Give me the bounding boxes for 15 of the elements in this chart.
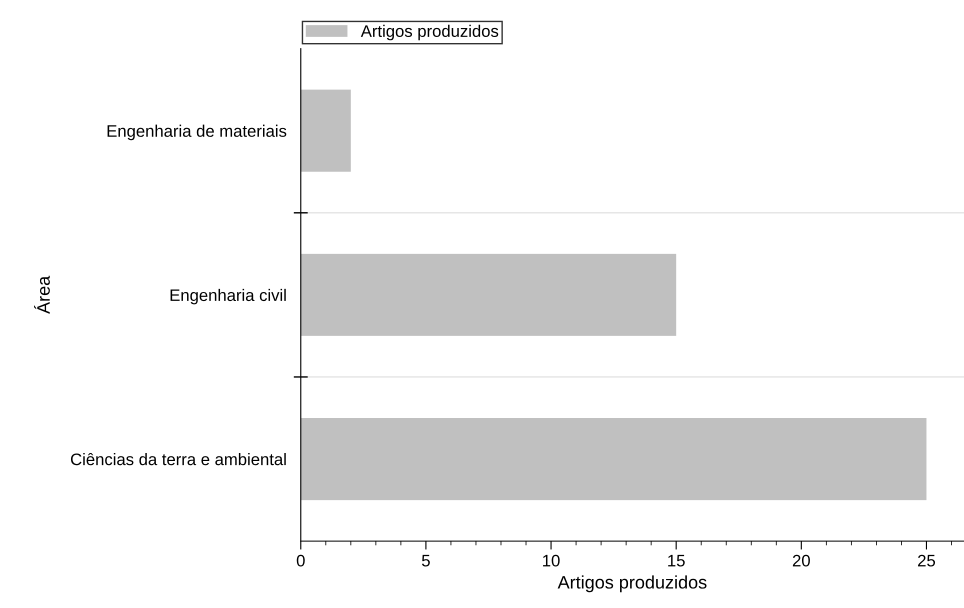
- y-tick-label: Engenharia de materiais: [108, 124, 286, 140]
- x-tick-label: 5: [422, 554, 430, 567]
- bar: [300, 254, 676, 336]
- x-tick-label: 0: [296, 554, 305, 567]
- x-tick-label: 10: [543, 554, 560, 567]
- x-tick-label: 25: [918, 554, 936, 567]
- x-axis-title: Artigos produzidos: [558, 575, 707, 592]
- y-tick-label: Ciências da terra e ambiental: [70, 452, 286, 466]
- y-tick-label: Engenharia civil: [170, 288, 286, 304]
- legend-label: Artigos produzidos: [360, 24, 498, 40]
- x-tick-label: 15: [668, 554, 685, 567]
- x-tick-label: 20: [792, 554, 810, 567]
- bar: [300, 90, 351, 172]
- y-axis-title: Área: [34, 276, 50, 314]
- bar: [300, 418, 926, 500]
